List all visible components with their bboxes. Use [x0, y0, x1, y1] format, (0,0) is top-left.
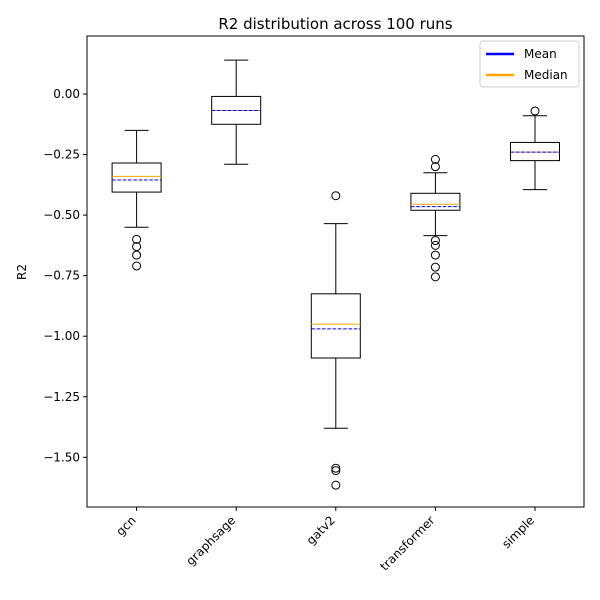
outlier-point — [430, 262, 440, 272]
outlier-point — [331, 191, 341, 201]
outlier-point — [430, 154, 440, 164]
outlier-point — [430, 250, 440, 260]
y-tick-label: −1.50 — [43, 450, 80, 464]
legend: Mean Median — [479, 40, 580, 88]
x-tick-label: transformer — [377, 513, 437, 573]
outlier-point — [132, 250, 142, 260]
y-tick-label: −0.50 — [43, 208, 80, 222]
outlier-point — [132, 261, 142, 271]
legend-label: Mean — [524, 47, 557, 61]
box-transformer — [410, 154, 461, 282]
x-tick-label: simple — [499, 513, 537, 551]
iqr-box — [410, 192, 461, 211]
box-simple — [510, 106, 560, 191]
outlier-point — [331, 466, 341, 476]
chart-title: R2 distribution across 100 runs — [218, 15, 452, 33]
iqr-box — [111, 162, 162, 193]
plot-marks — [111, 59, 560, 490]
y-tick-label: −1.00 — [43, 329, 80, 343]
outlier-point — [430, 272, 440, 282]
y-tick-label: 0.00 — [53, 87, 80, 101]
y-tick-label: −0.75 — [43, 269, 80, 283]
box-gcn — [111, 129, 162, 271]
x-tick-label: gatv2 — [304, 513, 338, 547]
outlier-point — [430, 162, 440, 172]
y-tick-label: −1.25 — [43, 390, 80, 404]
x-tick-label: gcn — [113, 513, 138, 538]
x-axis-ticks: gcn graphsage gatv2 transformer simple — [113, 507, 537, 573]
y-axis-ticks: 0.00 −0.25 −0.50 −0.75 −1.00 −1.25 −1.50 — [43, 87, 87, 464]
outlier-point — [530, 106, 540, 116]
outlier-point — [430, 236, 440, 246]
box-gatv2 — [310, 191, 361, 490]
x-tick-label: graphsage — [183, 513, 238, 568]
legend-label: Median — [524, 68, 568, 82]
outlier-point — [331, 463, 341, 473]
iqr-box — [510, 141, 560, 162]
outlier-point — [430, 240, 440, 250]
y-tick-label: −0.25 — [43, 148, 80, 162]
y-axis-label: R2 — [15, 264, 29, 280]
outlier-point — [331, 480, 341, 490]
outlier-point — [132, 234, 142, 244]
iqr-box — [310, 293, 361, 359]
box-graphsage — [211, 59, 262, 165]
